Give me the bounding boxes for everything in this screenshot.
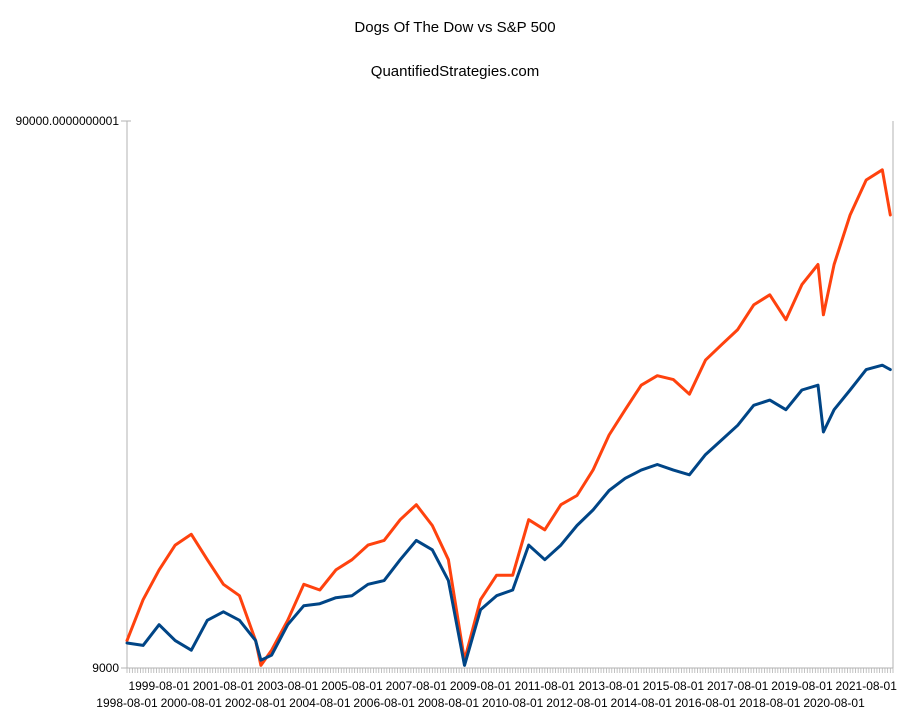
x-tick-label: 2001-08-01 bbox=[193, 679, 255, 693]
x-tick-label: 2000-08-01 bbox=[161, 696, 223, 710]
chart-title: Dogs Of The Dow vs S&P 500 bbox=[354, 19, 556, 36]
series-lines bbox=[125, 168, 892, 667]
y-tick-label: 9000 bbox=[92, 661, 119, 675]
x-tick-label: 2006-08-01 bbox=[353, 696, 415, 710]
x-tick-label: 2007-08-01 bbox=[386, 679, 448, 693]
x-tick-label: 1999-08-01 bbox=[128, 679, 190, 693]
x-tick-label: 2002-08-01 bbox=[225, 696, 287, 710]
chart-subtitle: QuantifiedStrategies.com bbox=[370, 63, 540, 80]
x-tick-label: 1998-08-01 bbox=[96, 696, 158, 710]
x-tick-label: 2019-08-01 bbox=[771, 679, 833, 693]
x-tick-label: 2003-08-01 bbox=[257, 679, 319, 693]
x-tick-label: 2009-08-01 bbox=[450, 679, 512, 693]
x-tick-label: 2017-08-01 bbox=[707, 679, 769, 693]
x-tick-label: 2008-08-01 bbox=[418, 696, 480, 710]
x-tick-label: 2015-08-01 bbox=[643, 679, 705, 693]
x-tick-label: 2020-08-01 bbox=[803, 696, 865, 710]
x-tick-label: 2011-08-01 bbox=[515, 679, 576, 693]
x-tick-label: 2021-08-01 bbox=[836, 679, 898, 693]
x-tick-label: 2010-08-01 bbox=[482, 696, 544, 710]
x-tick-label: 2005-08-01 bbox=[321, 679, 383, 693]
x-tick-label: 2012-08-01 bbox=[546, 696, 608, 710]
x-tick-label: 2016-08-01 bbox=[675, 696, 737, 710]
series-line-2 bbox=[125, 363, 892, 667]
x-tick-label: 2004-08-01 bbox=[289, 696, 351, 710]
axis-labels: 9000 90000.0000000001 1998-08-01 1999-08-01… bbox=[16, 114, 898, 710]
y-tick-label: 90000.0000000001 bbox=[16, 114, 120, 128]
axes bbox=[121, 120, 894, 673]
x-tick-label: 2014-08-01 bbox=[611, 696, 673, 710]
x-tick-label: 2013-08-01 bbox=[578, 679, 640, 693]
x-tick-label: 2018-08-01 bbox=[739, 696, 801, 710]
